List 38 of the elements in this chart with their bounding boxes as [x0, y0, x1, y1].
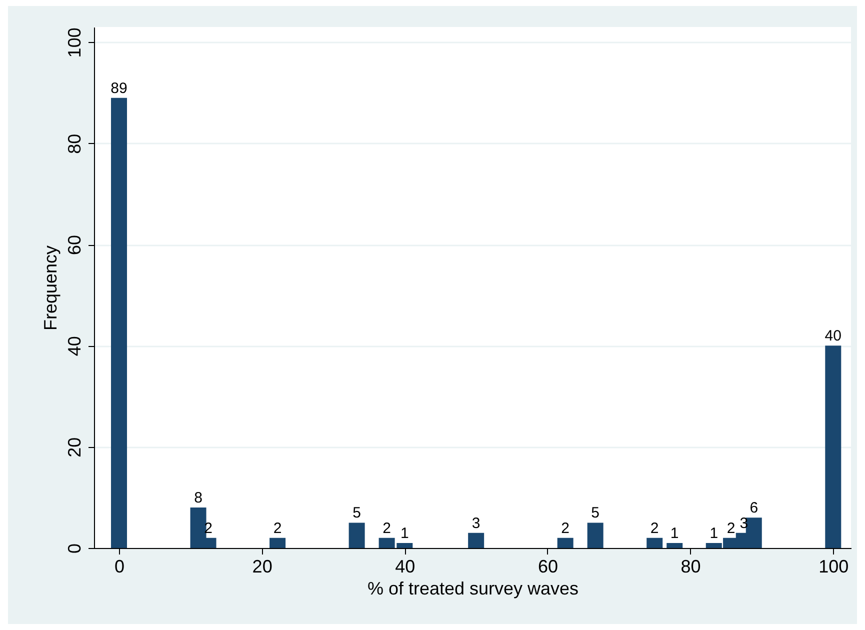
bar — [557, 538, 574, 548]
y-tick-label: 80 — [64, 134, 84, 154]
data-label: 5 — [352, 504, 361, 522]
data-label: 2 — [561, 520, 570, 537]
bar — [110, 98, 127, 548]
y-tick-label: 0 — [64, 543, 84, 554]
y-tick-label: 20 — [64, 437, 84, 458]
x-tick-label: 0 — [114, 556, 125, 576]
data-label: 1 — [670, 524, 679, 542]
data-label: 1 — [710, 524, 718, 542]
x-tick-label: 20 — [252, 556, 272, 576]
x-axis-title: % of treated survey waves — [367, 578, 579, 598]
data-label: 8 — [194, 490, 202, 507]
bar — [646, 538, 663, 548]
bar — [587, 522, 604, 548]
bar — [348, 522, 365, 548]
data-label: 2 — [650, 520, 659, 537]
data-label: 40 — [824, 328, 842, 345]
bar — [468, 532, 484, 548]
data-label: 1 — [400, 524, 409, 542]
y-tick-label: 60 — [64, 234, 84, 256]
data-label: 6 — [750, 500, 758, 517]
bar — [270, 538, 286, 548]
data-label: 5 — [591, 504, 600, 522]
data-label: 2 — [726, 520, 736, 537]
x-tick-label: 60 — [538, 556, 558, 576]
data-label: 3 — [472, 514, 480, 532]
y-tick-label: 40 — [64, 336, 84, 356]
y-axis-title: Frequency — [40, 245, 60, 331]
x-tick-label: 40 — [395, 556, 416, 576]
x-tick-label: 100 — [818, 556, 849, 576]
data-label: 89 — [110, 80, 128, 97]
bar — [666, 542, 683, 548]
x-tick-label: 80 — [680, 556, 701, 576]
data-label: 2 — [382, 520, 391, 537]
data-label: 2 — [273, 520, 282, 537]
bar — [825, 346, 842, 548]
y-tick-label: 100 — [64, 28, 84, 58]
